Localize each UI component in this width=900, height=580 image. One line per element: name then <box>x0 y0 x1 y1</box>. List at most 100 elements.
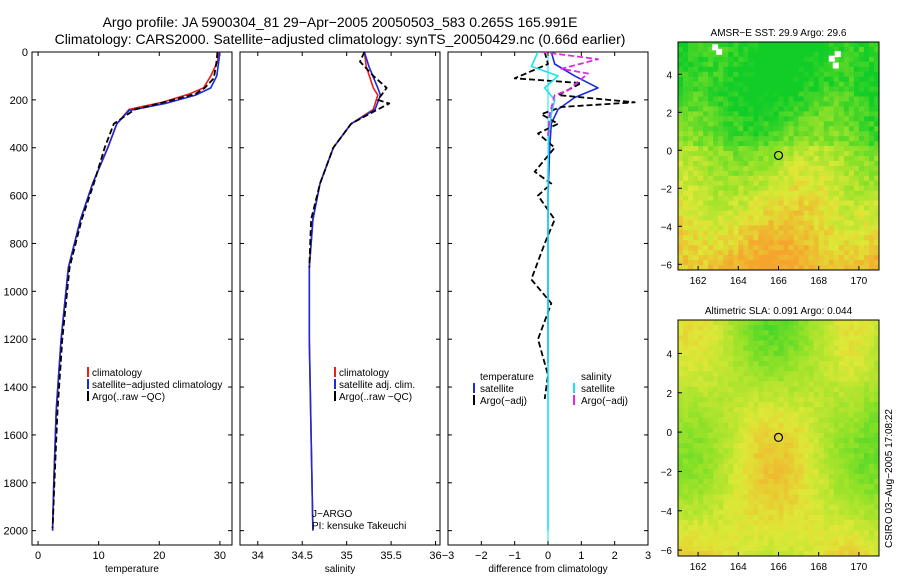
map-cell <box>688 76 694 83</box>
map-cell <box>818 443 825 449</box>
map-cell <box>828 386 835 393</box>
map-cell <box>703 111 709 117</box>
map-cell <box>863 330 870 336</box>
map-cell <box>773 91 779 97</box>
map-cell <box>718 210 724 216</box>
map-cell <box>763 126 769 132</box>
map-cell <box>858 255 865 261</box>
map-cell <box>803 545 810 552</box>
map-cell <box>778 165 784 172</box>
map-cell <box>728 335 734 341</box>
map-cell <box>788 91 794 97</box>
map-cell <box>728 245 734 251</box>
map-cell <box>738 330 744 336</box>
map-cell <box>753 402 759 408</box>
map-cell <box>858 71 865 78</box>
map-cell <box>703 106 709 112</box>
map-cell <box>723 540 729 547</box>
map-cell <box>843 42 850 48</box>
map-cell <box>823 250 830 256</box>
map-cell <box>788 350 794 357</box>
map-cell <box>833 438 840 444</box>
map-cell <box>723 121 729 127</box>
map-cell <box>863 473 870 480</box>
map-cell <box>688 175 694 182</box>
map-cell <box>858 550 865 557</box>
map-cell <box>848 265 855 271</box>
map-title: AMSR−E SST: 29.9 Argo: 29.6 <box>711 28 847 39</box>
map-cell <box>828 91 835 97</box>
map-cell <box>688 195 694 202</box>
map-cell <box>823 345 830 352</box>
map-cell <box>808 473 815 480</box>
map-cell <box>738 230 744 236</box>
map-cell <box>803 136 810 142</box>
map-cell <box>778 489 784 495</box>
map-cell <box>728 427 734 434</box>
map-cell <box>758 520 764 526</box>
map-cell <box>738 335 744 341</box>
map-cell <box>843 91 850 97</box>
map-cell <box>723 448 729 454</box>
map-cell <box>803 525 810 531</box>
map-cell <box>838 255 845 261</box>
map-cell <box>688 136 694 142</box>
map-cell <box>758 180 764 187</box>
map-cell <box>873 220 880 226</box>
map-cell <box>803 417 810 424</box>
map-cell <box>778 42 784 48</box>
map-cell <box>798 340 805 347</box>
map-cell <box>693 126 699 132</box>
map-cell <box>793 489 800 495</box>
map-cell <box>783 230 789 236</box>
map-cell <box>748 66 754 73</box>
map-cell <box>808 540 815 547</box>
legend-label: salinity <box>581 372 612 383</box>
map-cell <box>718 530 724 536</box>
map-cell <box>743 530 749 536</box>
map-cell <box>758 484 764 490</box>
map-cell <box>823 131 830 137</box>
map-cell <box>838 141 845 147</box>
map-cell <box>693 473 699 480</box>
map-cell <box>708 463 714 470</box>
map-cell <box>748 42 754 48</box>
x-tick-label: 0 <box>35 550 41 562</box>
map-cell <box>733 463 739 470</box>
map-cell <box>853 371 860 377</box>
map-cell <box>768 91 774 97</box>
map-cell <box>743 96 749 102</box>
map-cell <box>868 141 875 147</box>
map-cell <box>793 350 800 357</box>
map-cell <box>678 121 684 127</box>
map-cell <box>803 520 810 526</box>
map-cell <box>823 438 830 444</box>
map-cell <box>733 391 739 398</box>
map-cell <box>788 255 794 261</box>
map-cell <box>813 56 820 63</box>
map-cell <box>698 499 704 506</box>
map-cell <box>853 260 860 266</box>
map-cell <box>843 190 850 197</box>
map-cell <box>713 121 719 127</box>
map-cell <box>783 499 789 506</box>
map-cell <box>758 185 764 192</box>
map-cell <box>808 494 815 500</box>
map-cell <box>768 535 774 542</box>
map-cell <box>868 260 875 266</box>
map-cell <box>828 509 835 516</box>
map-cell <box>823 71 830 78</box>
map-cell <box>688 170 694 177</box>
map-cell <box>748 210 754 216</box>
map-cell <box>708 250 714 256</box>
map-cell <box>868 81 875 88</box>
map-cell <box>723 141 729 147</box>
map-cell <box>768 530 774 536</box>
map-cell <box>823 180 830 187</box>
map-cell <box>813 265 820 271</box>
map-cell <box>823 255 830 261</box>
map-cell <box>793 200 800 206</box>
map-cell <box>858 141 865 147</box>
map-cell <box>863 165 870 172</box>
map-cell <box>858 225 865 231</box>
